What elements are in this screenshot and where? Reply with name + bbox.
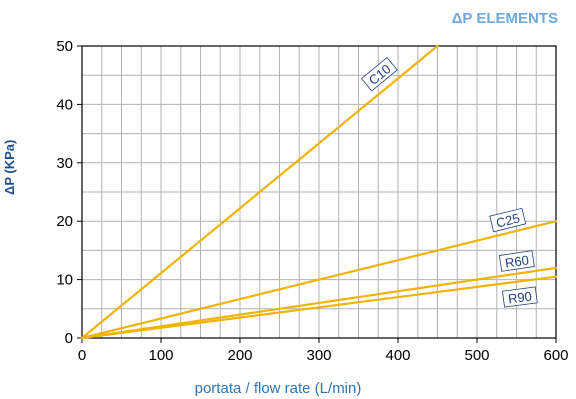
grid — [82, 46, 556, 338]
x-tick-label: 0 — [78, 347, 86, 364]
chart-title: ΔP ELEMENTS — [451, 10, 558, 27]
series-label-box — [502, 286, 538, 308]
series-label-c10: C10 — [360, 57, 398, 92]
series-label-box — [498, 250, 535, 272]
series-line-c10 — [80, 44, 439, 340]
series-label-box — [489, 207, 527, 233]
y-tick-label: 0 — [65, 330, 73, 347]
series-line-r60 — [80, 266, 558, 340]
series-lines — [80, 44, 558, 340]
x-tick-label: 600 — [543, 347, 568, 364]
y-tick-label: 20 — [56, 213, 73, 230]
series-label-r60: R60 — [498, 250, 535, 272]
x-tick-label: 100 — [148, 347, 173, 364]
series-line-r90 — [80, 275, 558, 340]
series-line-c25 — [80, 220, 558, 340]
series-label-c25: C25 — [489, 207, 527, 233]
y-tick-label: 40 — [56, 96, 73, 113]
y-tick-label: 30 — [56, 155, 73, 172]
tick-labels: 0 100 200 300 400 500 600 0 10 20 30 40 50 — [56, 38, 568, 364]
series-label-text: R90 — [507, 289, 533, 307]
x-tick-label: 500 — [464, 347, 489, 364]
series-label-box — [360, 57, 398, 92]
series-label-r90: R90 — [502, 286, 538, 308]
y-tick-label: 50 — [56, 38, 73, 55]
x-axis-label: portata / flow rate (L/min) — [194, 380, 362, 397]
series-label-text: C25 — [495, 210, 522, 230]
x-tick-label: 300 — [306, 347, 331, 364]
x-tick-label: 200 — [227, 347, 252, 364]
x-tick-label: 400 — [385, 347, 410, 364]
y-tick-label: 10 — [56, 272, 73, 289]
series-label-text: R60 — [504, 252, 530, 270]
series-labels: C10 C25 R60 R90 — [360, 57, 538, 308]
x-axis-label-wrap: portata / flow rate (L/min) — [0, 380, 576, 397]
